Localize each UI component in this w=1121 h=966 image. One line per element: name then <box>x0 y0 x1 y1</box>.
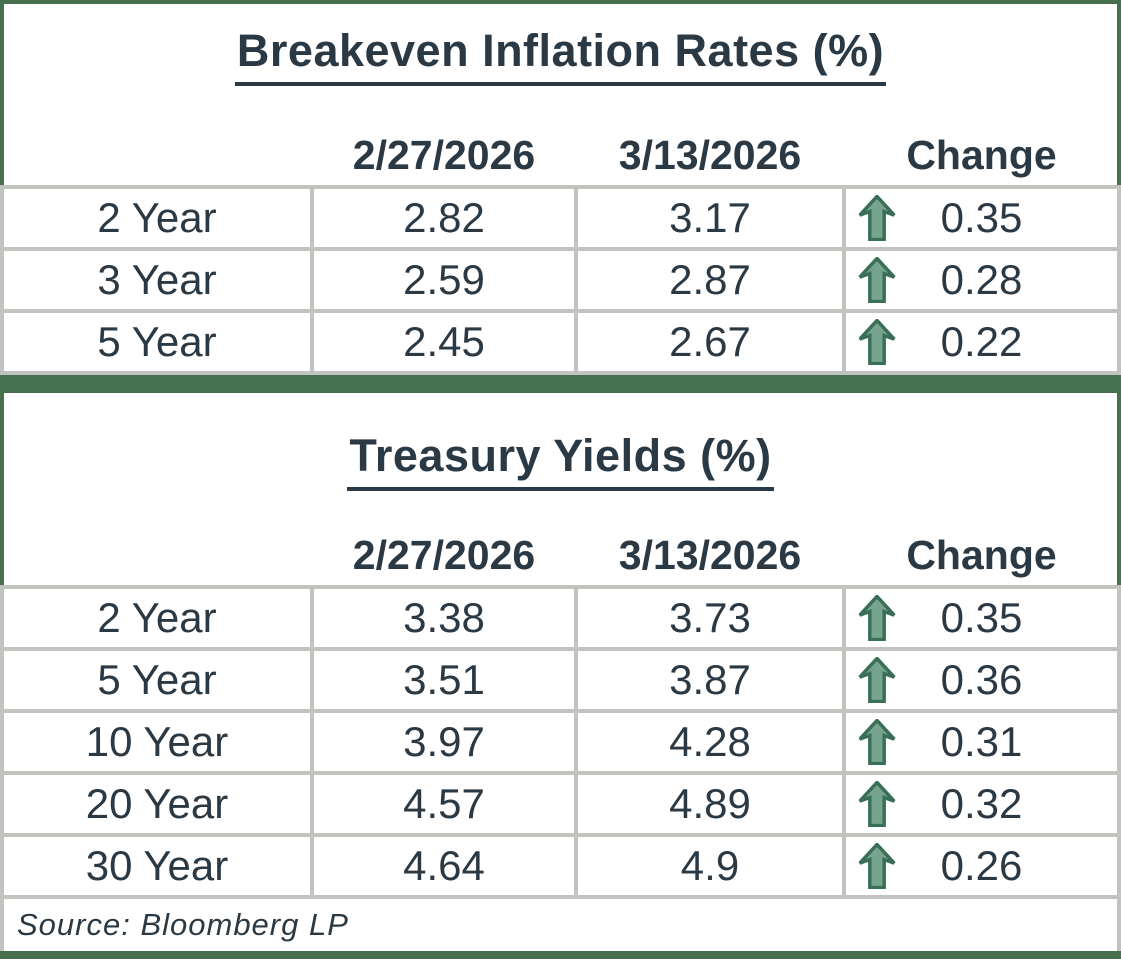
column-header-blank <box>4 132 310 179</box>
row-label: 20 Year <box>4 775 310 833</box>
up-arrow-icon <box>858 257 896 303</box>
source-row: Source: Bloomberg LP <box>0 899 1121 951</box>
value-cell: 2.87 <box>578 251 842 309</box>
table-row: 5 Year 2.45 2.67 0.22 <box>4 313 1117 371</box>
value-cell: 4.64 <box>314 837 574 895</box>
value-cell: 3.17 <box>578 189 842 247</box>
change-value: 0.28 <box>940 256 1023 303</box>
column-header-change: Change <box>906 131 1057 178</box>
value-cell: 3.51 <box>314 651 574 709</box>
change-value: 0.35 <box>940 594 1023 641</box>
change-value: 0.31 <box>940 718 1023 765</box>
value-cell: 2.59 <box>314 251 574 309</box>
breakeven-section-header: Breakeven Inflation Rates (%) 2/27/2026 … <box>0 0 1121 185</box>
treasury-table-title: Treasury Yields (%) <box>347 431 774 491</box>
change-value: 0.32 <box>940 780 1023 827</box>
row-label: 2 Year <box>4 189 310 247</box>
change-cell: 0.35 <box>846 589 1117 647</box>
row-label: 3 Year <box>4 251 310 309</box>
change-cell: 0.36 <box>846 651 1117 709</box>
value-cell: 2.45 <box>314 313 574 371</box>
treasury-column-headers: 2/27/2026 3/13/2026 Change <box>4 532 1117 579</box>
treasury-section-header: Treasury Yields (%) 2/27/2026 3/13/2026 … <box>0 393 1121 585</box>
change-value: 0.35 <box>940 194 1023 241</box>
change-value: 0.36 <box>940 656 1023 703</box>
value-cell: 3.73 <box>578 589 842 647</box>
row-label: 5 Year <box>4 313 310 371</box>
column-header-date1: 2/27/2026 <box>352 531 536 578</box>
change-value: 0.26 <box>940 842 1023 889</box>
value-cell: 4.9 <box>578 837 842 895</box>
row-label: 2 Year <box>4 589 310 647</box>
change-cell: 0.35 <box>846 189 1117 247</box>
column-header-date2: 3/13/2026 <box>618 531 802 578</box>
value-cell: 2.82 <box>314 189 574 247</box>
value-cell: 3.97 <box>314 713 574 771</box>
source-note: Source: Bloomberg LP <box>17 907 349 942</box>
table-row: 3 Year 2.59 2.87 0.28 <box>4 251 1117 309</box>
table-row: 2 Year 2.82 3.17 0.35 <box>4 189 1117 247</box>
change-cell: 0.26 <box>846 837 1117 895</box>
value-cell: 4.28 <box>578 713 842 771</box>
table-row: 20 Year 4.57 4.89 0.32 <box>4 775 1117 833</box>
up-arrow-icon <box>858 319 896 365</box>
section-divider <box>0 375 1121 393</box>
up-arrow-icon <box>858 195 896 241</box>
value-cell: 4.89 <box>578 775 842 833</box>
column-header-blank <box>4 532 310 579</box>
treasury-data-grid: 2 Year 3.38 3.73 0.35 5 Year 3.51 3.87 0… <box>0 585 1121 899</box>
table-row: 5 Year 3.51 3.87 0.36 <box>4 651 1117 709</box>
change-cell: 0.28 <box>846 251 1117 309</box>
row-label: 5 Year <box>4 651 310 709</box>
change-cell: 0.22 <box>846 313 1117 371</box>
breakeven-column-headers: 2/27/2026 3/13/2026 Change <box>4 132 1117 179</box>
up-arrow-icon <box>858 843 896 889</box>
row-label: 30 Year <box>4 837 310 895</box>
breakeven-data-grid: 2 Year 2.82 3.17 0.35 3 Year 2.59 2.87 0… <box>0 185 1121 375</box>
table-row: 2 Year 3.38 3.73 0.35 <box>4 589 1117 647</box>
row-label: 10 Year <box>4 713 310 771</box>
treasury-title-wrap: Treasury Yields (%) <box>4 431 1117 491</box>
up-arrow-icon <box>858 719 896 765</box>
value-cell: 3.38 <box>314 589 574 647</box>
value-cell: 4.57 <box>314 775 574 833</box>
up-arrow-icon <box>858 595 896 641</box>
value-cell: 2.67 <box>578 313 842 371</box>
up-arrow-icon <box>858 657 896 703</box>
change-value: 0.22 <box>940 318 1023 365</box>
change-cell: 0.32 <box>846 775 1117 833</box>
column-header-change: Change <box>906 531 1057 578</box>
change-cell: 0.31 <box>846 713 1117 771</box>
breakeven-table-title: Breakeven Inflation Rates (%) <box>234 26 887 86</box>
value-cell: 3.87 <box>578 651 842 709</box>
table-row: 10 Year 3.97 4.28 0.31 <box>4 713 1117 771</box>
breakeven-title-wrap: Breakeven Inflation Rates (%) <box>4 26 1117 86</box>
column-header-date1: 2/27/2026 <box>352 131 536 178</box>
bottom-border-bar <box>0 951 1121 959</box>
up-arrow-icon <box>858 781 896 827</box>
column-header-date2: 3/13/2026 <box>618 131 802 178</box>
table-row: 30 Year 4.64 4.9 0.26 <box>4 837 1117 895</box>
